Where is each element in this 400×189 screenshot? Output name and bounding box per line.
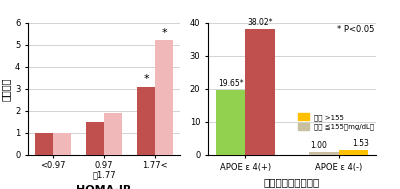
Text: 1.00: 1.00 bbox=[310, 141, 328, 150]
Text: 38.02*: 38.02* bbox=[248, 18, 273, 27]
X-axis label: 糖負荷２時間後血糖: 糖負荷２時間後血糖 bbox=[264, 177, 320, 187]
Legend: 血糖 >155, 血糖 ≦155（mg/dL）: 血糖 >155, 血糖 ≦155（mg/dL） bbox=[298, 113, 374, 130]
Text: *: * bbox=[144, 74, 149, 84]
Bar bbox=[137, 87, 155, 155]
Text: 19.65*: 19.65* bbox=[218, 79, 243, 88]
Bar bbox=[216, 90, 246, 155]
Bar bbox=[86, 122, 104, 155]
Bar bbox=[246, 29, 275, 155]
Bar bbox=[309, 152, 338, 155]
Bar bbox=[155, 40, 173, 155]
Text: *: * bbox=[161, 28, 167, 38]
X-axis label: HOMA-IR: HOMA-IR bbox=[76, 185, 132, 189]
Text: 1.53: 1.53 bbox=[352, 139, 369, 148]
Bar bbox=[104, 113, 122, 155]
Y-axis label: 相対危険: 相対危険 bbox=[1, 77, 11, 101]
Bar bbox=[53, 133, 71, 155]
Bar bbox=[35, 133, 53, 155]
Bar bbox=[338, 150, 368, 155]
Text: * P<0.05: * P<0.05 bbox=[337, 25, 374, 34]
